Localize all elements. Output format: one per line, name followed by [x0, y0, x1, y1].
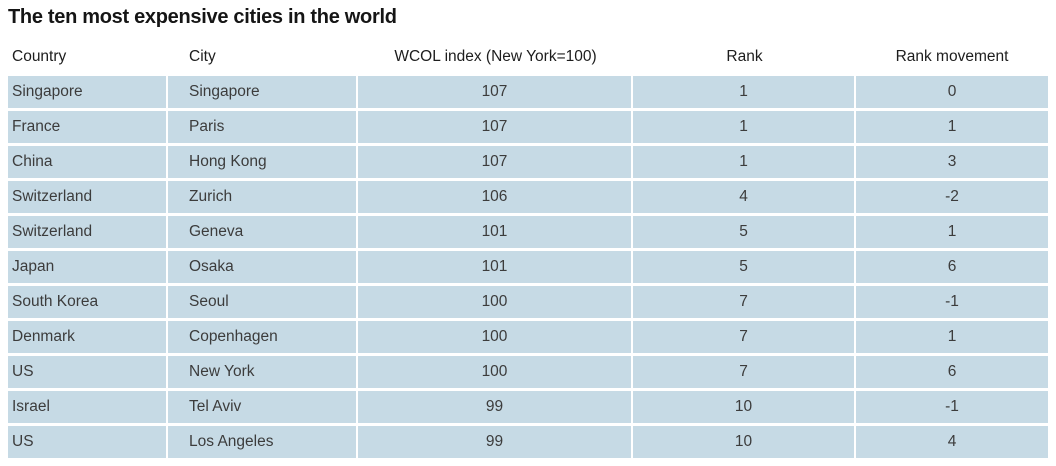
cell-city: Tel Aviv [168, 391, 358, 423]
cell-country: Switzerland [8, 216, 168, 248]
cell-country: Denmark [8, 321, 168, 353]
cell-rank_movement: -1 [856, 391, 1048, 423]
cell-city: Geneva [168, 216, 358, 248]
cell-rank_movement: 6 [856, 251, 1048, 283]
cell-wcol_index: 100 [358, 321, 633, 353]
cell-rank: 1 [633, 146, 856, 178]
table-row: South Korea Seoul 100 7 -1 [8, 286, 1048, 318]
cell-country: US [8, 356, 168, 388]
cell-country: South Korea [8, 286, 168, 318]
table-row: Switzerland Zurich 106 4 -2 [8, 181, 1048, 213]
cell-wcol_index: 101 [358, 251, 633, 283]
cell-rank: 10 [633, 391, 856, 423]
cell-city: Seoul [168, 286, 358, 318]
cell-wcol_index: 100 [358, 286, 633, 318]
cell-rank: 4 [633, 181, 856, 213]
table-row: Singapore Singapore 107 1 0 [8, 76, 1048, 108]
table-row: China Hong Kong 107 1 3 [8, 146, 1048, 178]
cell-rank_movement: 0 [856, 76, 1048, 108]
cell-country: France [8, 111, 168, 143]
column-header-rank-movement: Rank movement [895, 48, 1009, 65]
table-row: Denmark Copenhagen 100 7 1 [8, 321, 1048, 353]
cell-city: New York [168, 356, 358, 388]
cell-country: US [8, 426, 168, 458]
cell-rank_movement: 1 [856, 216, 1048, 248]
table-row: Israel Tel Aviv 99 10 -1 [8, 391, 1048, 423]
cell-rank: 7 [633, 321, 856, 353]
cell-rank: 10 [633, 426, 856, 458]
cell-rank_movement: 6 [856, 356, 1048, 388]
cell-rank_movement: -2 [856, 181, 1048, 213]
cell-country: Switzerland [8, 181, 168, 213]
table-row: Switzerland Geneva 101 5 1 [8, 216, 1048, 248]
cell-rank_movement: 1 [856, 321, 1048, 353]
cell-wcol_index: 99 [358, 426, 633, 458]
cell-wcol_index: 107 [358, 76, 633, 108]
cell-city: Paris [168, 111, 358, 143]
cell-country: Israel [8, 391, 168, 423]
expensive-cities-table-card: The ten most expensive cities in the wor… [8, 0, 1048, 458]
column-header-wcol-index: WCOL index (New York=100) [394, 48, 597, 65]
cell-wcol_index: 107 [358, 146, 633, 178]
cell-rank: 5 [633, 216, 856, 248]
cell-rank: 1 [633, 76, 856, 108]
cell-wcol_index: 101 [358, 216, 633, 248]
table-body: Singapore Singapore 107 1 0 France Paris 107 1 1 C… [8, 76, 1048, 458]
cell-city: Singapore [168, 76, 358, 108]
cell-city: Los Angeles [168, 426, 358, 458]
cell-city: Zurich [168, 181, 358, 213]
cell-country: Singapore [8, 76, 168, 108]
cell-rank: 7 [633, 356, 856, 388]
cell-rank: 7 [633, 286, 856, 318]
cell-rank_movement: 4 [856, 426, 1048, 458]
table-row: France Paris 107 1 1 [8, 111, 1048, 143]
table-header-row: Country City WCOL index (New York=100) R… [8, 43, 1048, 71]
cell-city: Hong Kong [168, 146, 358, 178]
cell-rank: 1 [633, 111, 856, 143]
table-row: US New York 100 7 6 [8, 356, 1048, 388]
cell-rank_movement: 3 [856, 146, 1048, 178]
cell-wcol_index: 100 [358, 356, 633, 388]
cell-wcol_index: 106 [358, 181, 633, 213]
cell-city: Osaka [168, 251, 358, 283]
cell-rank_movement: -1 [856, 286, 1048, 318]
cell-wcol_index: 99 [358, 391, 633, 423]
cell-rank: 5 [633, 251, 856, 283]
table-row: US Los Angeles 99 10 4 [8, 426, 1048, 458]
cell-city: Copenhagen [168, 321, 358, 353]
column-header-country: Country [12, 48, 67, 65]
column-header-city: City [189, 48, 216, 65]
cell-country: Japan [8, 251, 168, 283]
cell-rank_movement: 1 [856, 111, 1048, 143]
cell-wcol_index: 107 [358, 111, 633, 143]
table-row: Japan Osaka 101 5 6 [8, 251, 1048, 283]
column-header-rank: Rank [726, 48, 763, 65]
page-title: The ten most expensive cities in the wor… [8, 6, 397, 28]
cell-country: China [8, 146, 168, 178]
